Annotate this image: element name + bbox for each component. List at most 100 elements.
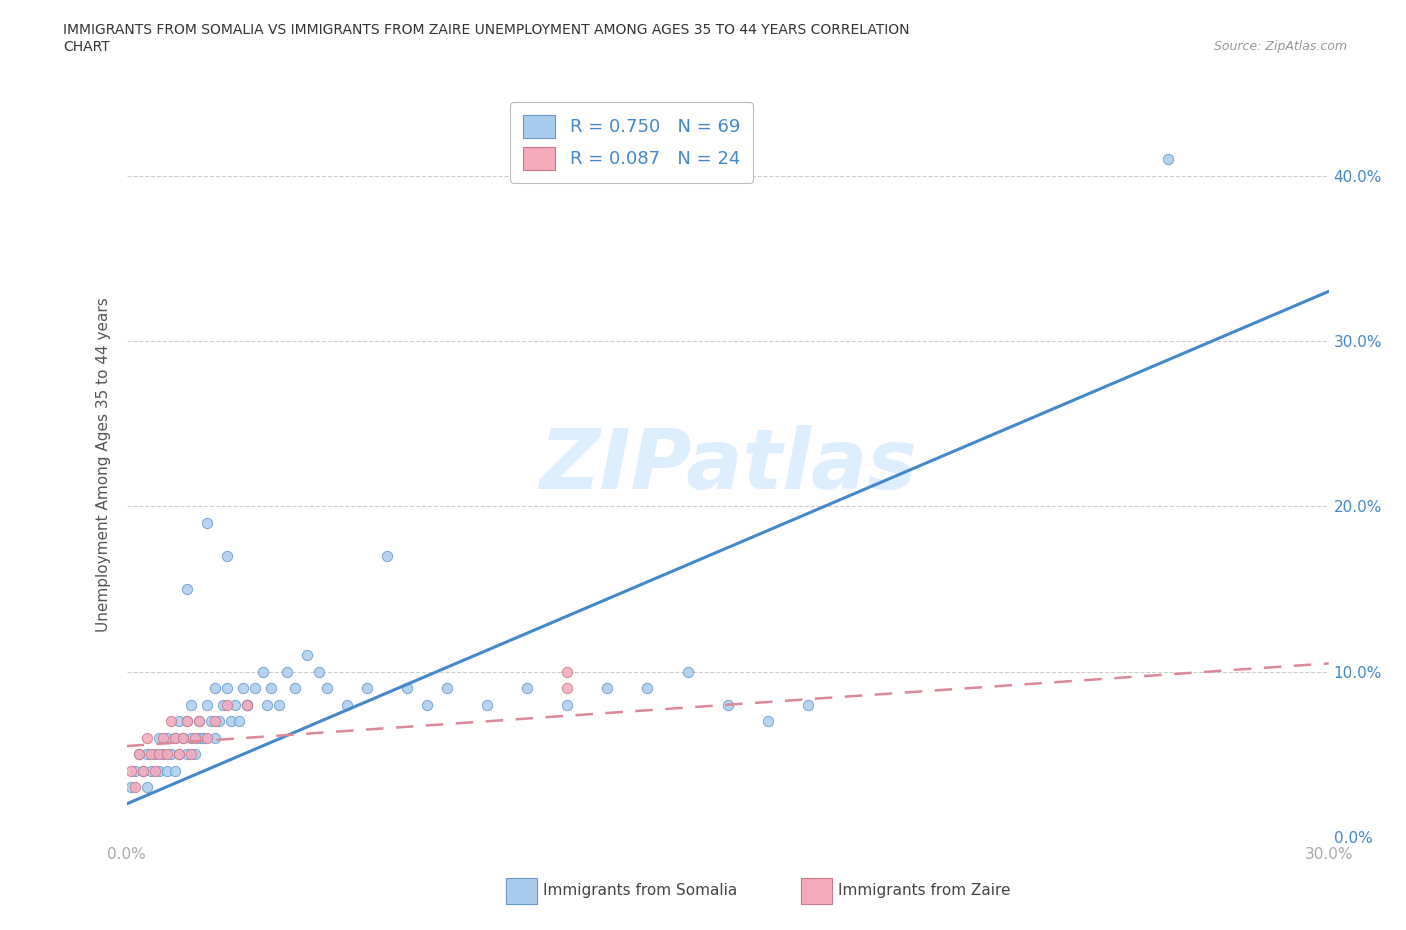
Point (163, 730, 186, 745)
Point (143, 764, 166, 778)
Point (180, 747, 202, 762)
Point (204, 730, 226, 745)
Point (416, 698, 439, 712)
Point (676, 664, 699, 679)
Text: Source: ZipAtlas.com: Source: ZipAtlas.com (1213, 40, 1347, 53)
Point (167, 747, 190, 762)
Point (187, 730, 209, 745)
Point (176, 747, 198, 762)
Point (183, 730, 205, 745)
Text: ZIPatlas: ZIPatlas (538, 424, 917, 506)
Point (120, 780, 142, 795)
Legend: R = 0.750   N = 69, R = 0.087   N = 24: R = 0.750 N = 69, R = 0.087 N = 24 (510, 102, 752, 182)
Point (375, 549, 398, 564)
Point (187, 714, 209, 729)
Point (124, 780, 146, 795)
Point (128, 747, 150, 762)
Point (195, 515, 218, 530)
Point (260, 681, 283, 696)
Point (295, 647, 318, 662)
Point (396, 681, 419, 696)
Point (180, 698, 202, 712)
Point (155, 747, 177, 762)
Point (167, 747, 190, 762)
Point (224, 698, 246, 712)
Point (159, 747, 181, 762)
Text: CHART: CHART (63, 40, 110, 54)
Point (163, 764, 186, 778)
Point (436, 681, 458, 696)
Point (243, 681, 266, 696)
Point (200, 714, 222, 729)
Point (139, 764, 162, 778)
Point (336, 698, 359, 712)
Point (228, 714, 250, 729)
Point (152, 747, 174, 762)
Point (176, 714, 198, 729)
Point (191, 730, 214, 745)
Point (557, 681, 579, 696)
Point (159, 714, 181, 729)
Point (219, 714, 242, 729)
Point (215, 549, 238, 564)
Point (204, 681, 226, 696)
Point (232, 681, 254, 696)
Point (135, 747, 157, 762)
Point (128, 747, 150, 762)
Point (557, 698, 579, 712)
Point (1157, 152, 1180, 166)
Point (176, 581, 198, 596)
Point (636, 681, 658, 696)
Point (195, 698, 218, 712)
Point (716, 698, 740, 712)
Point (267, 698, 290, 712)
Point (135, 730, 157, 745)
Point (557, 664, 579, 679)
Point (235, 698, 259, 712)
Y-axis label: Unemployment Among Ages 35 to 44 years: Unemployment Among Ages 35 to 44 years (96, 298, 111, 632)
Point (211, 698, 233, 712)
Point (152, 730, 174, 745)
Point (256, 698, 278, 712)
Point (155, 730, 177, 745)
Point (308, 664, 330, 679)
Point (475, 698, 498, 712)
Point (204, 714, 226, 729)
Point (172, 730, 194, 745)
Point (215, 698, 238, 712)
Point (208, 714, 231, 729)
Point (252, 664, 274, 679)
Point (176, 714, 198, 729)
Point (276, 664, 298, 679)
Point (356, 681, 378, 696)
Point (183, 747, 205, 762)
Text: IMMIGRANTS FROM SOMALIA VS IMMIGRANTS FROM ZAIRE UNEMPLOYMENT AMONG AGES 35 TO 4: IMMIGRANTS FROM SOMALIA VS IMMIGRANTS FR… (63, 23, 910, 37)
Point (756, 714, 779, 729)
Point (143, 747, 166, 762)
Point (131, 764, 153, 778)
Point (195, 730, 218, 745)
Point (155, 764, 177, 778)
Point (516, 681, 538, 696)
Text: Immigrants from Somalia: Immigrants from Somalia (543, 884, 737, 898)
Point (135, 780, 157, 795)
Point (167, 714, 190, 729)
Point (180, 730, 202, 745)
Point (172, 730, 194, 745)
Point (120, 764, 142, 778)
Text: Immigrants from Zaire: Immigrants from Zaire (838, 884, 1011, 898)
Point (148, 747, 170, 762)
Point (315, 681, 337, 696)
Point (215, 681, 238, 696)
Point (596, 681, 619, 696)
Point (148, 764, 170, 778)
Point (235, 698, 259, 712)
Point (163, 730, 186, 745)
Point (124, 764, 146, 778)
Point (131, 764, 153, 778)
Point (148, 730, 170, 745)
Point (187, 714, 209, 729)
Point (235, 698, 259, 712)
Point (284, 681, 307, 696)
Point (139, 747, 162, 762)
